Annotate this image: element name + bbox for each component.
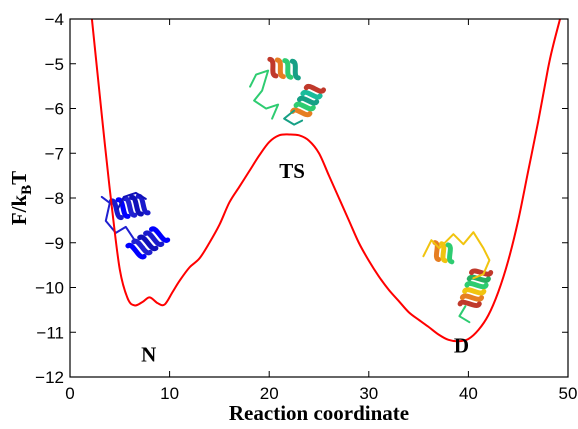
y-tick-label: −9 bbox=[45, 234, 64, 253]
free-energy-curve bbox=[90, 18, 561, 343]
y-axis-label-tail: T bbox=[7, 171, 31, 185]
y-tick-label: −10 bbox=[35, 279, 64, 298]
state-label-n: N bbox=[141, 343, 156, 367]
x-tick-label: 10 bbox=[160, 384, 179, 403]
native-protein-structure bbox=[100, 191, 171, 260]
y-tick-label: −5 bbox=[45, 55, 64, 74]
y-axis-label: F/kBT bbox=[7, 171, 35, 225]
y-tick-label: −6 bbox=[45, 100, 64, 119]
y-tick-label: −4 bbox=[45, 10, 64, 29]
y-tick-label: −11 bbox=[36, 323, 64, 342]
axis-ticks: 0 10 20 30 40 50 −12 −11 −10 −9 −8 −7 −6 −5 −4 bbox=[35, 10, 577, 403]
x-tick-label: 40 bbox=[459, 384, 478, 403]
x-tick-label: 30 bbox=[359, 384, 378, 403]
y-tick-label: −8 bbox=[45, 189, 64, 208]
y-tick-label: −7 bbox=[45, 144, 64, 163]
x-axis-label: Reaction coordinate bbox=[229, 401, 409, 425]
y-tick-label: −12 bbox=[35, 368, 64, 387]
state-labels: N TS D bbox=[141, 159, 469, 366]
transition-state-protein-structure bbox=[249, 56, 327, 126]
state-label-d: D bbox=[454, 334, 469, 358]
denatured-protein-structure bbox=[422, 231, 494, 324]
protein-structures bbox=[100, 56, 494, 324]
x-tick-label: 50 bbox=[559, 384, 578, 403]
x-tick-label: 20 bbox=[260, 384, 279, 403]
state-label-ts: TS bbox=[279, 159, 305, 183]
x-tick-label: 0 bbox=[65, 384, 74, 403]
y-axis-label-main: F/k bbox=[7, 195, 31, 226]
y-axis-label-sub: B bbox=[19, 185, 35, 195]
